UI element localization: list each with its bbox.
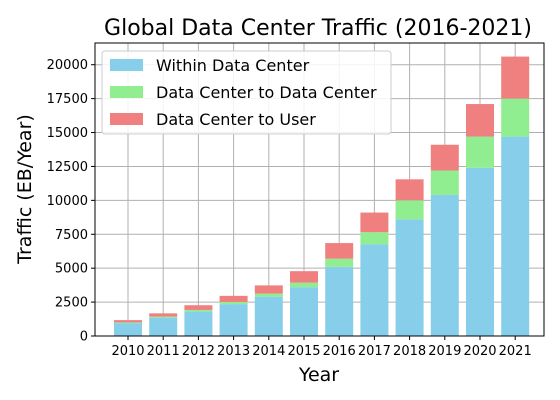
legend-swatch bbox=[110, 86, 143, 98]
x-tick-label: 2013 bbox=[217, 344, 250, 359]
bar-segment-dc-to-user bbox=[114, 320, 142, 323]
bar-segment-dc-to-dc bbox=[325, 258, 354, 267]
x-tick-label: 2011 bbox=[147, 344, 180, 359]
x-tick-label: 2012 bbox=[182, 344, 215, 359]
bar-segment-dc-to-dc bbox=[360, 232, 389, 245]
y-tick-label: 12500 bbox=[47, 160, 88, 175]
bar-segment-dc-to-dc bbox=[466, 136, 494, 168]
bar-segment-dc-to-dc bbox=[114, 322, 142, 324]
bar-segment-dc-to-user bbox=[395, 179, 424, 201]
bar-segment-dc-to-user bbox=[325, 243, 354, 259]
y-tick-label: 5000 bbox=[55, 262, 88, 277]
x-tick-label: 2010 bbox=[111, 344, 144, 359]
y-tick-label: 0 bbox=[80, 330, 88, 345]
chart-title: Global Data Center Traffic (2016-2021) bbox=[104, 16, 532, 41]
legend-frame bbox=[101, 50, 392, 135]
bars bbox=[114, 56, 530, 336]
bar-segment-dc-to-user bbox=[254, 285, 283, 294]
x-tick-label: 2020 bbox=[463, 344, 496, 359]
y-tick-label: 7500 bbox=[55, 228, 88, 243]
legend-label: Data Center to User bbox=[156, 110, 316, 129]
bar-segment-within-dc bbox=[325, 266, 354, 336]
legend-label: Within Data Center bbox=[156, 56, 310, 75]
legend-swatch bbox=[110, 113, 143, 125]
bar-segment-within-dc bbox=[114, 323, 142, 336]
bar-segment-dc-to-user bbox=[290, 271, 318, 283]
bar-segment-within-dc bbox=[360, 244, 389, 336]
bar-segment-dc-to-user bbox=[466, 104, 494, 137]
bar-segment-dc-to-user bbox=[430, 144, 459, 171]
x-tick-label: 2014 bbox=[252, 344, 285, 359]
bar-segment-within-dc bbox=[395, 219, 424, 336]
bar-segment-within-dc bbox=[430, 194, 459, 336]
y-axis-label: Traffic (EB/Year) bbox=[14, 114, 36, 265]
bar-segment-dc-to-user bbox=[149, 313, 178, 317]
y-tick-label: 15000 bbox=[47, 126, 88, 141]
bar-segment-dc-to-dc bbox=[254, 293, 283, 297]
x-axis-ticks: 2010 2011 2012 2013 2014 2015 2016 2017 2018 2019… bbox=[111, 336, 532, 359]
x-tick-label: 2016 bbox=[323, 344, 356, 359]
bar-segment-dc-to-dc bbox=[430, 170, 459, 195]
bar-segment-within-dc bbox=[219, 304, 248, 336]
bar-segment-within-dc bbox=[466, 167, 494, 336]
bar-segment-dc-to-user bbox=[184, 305, 213, 310]
legend-label: Data Center to Data Center bbox=[156, 83, 377, 102]
bar-segment-dc-to-user bbox=[501, 56, 530, 99]
x-tick-label: 2018 bbox=[393, 344, 426, 359]
bar-segment-within-dc bbox=[501, 136, 530, 336]
legend: Within Data Center Data Center to Data Ce… bbox=[101, 50, 392, 135]
x-tick-label: 2019 bbox=[428, 344, 461, 359]
y-tick-label: 10000 bbox=[47, 194, 88, 209]
bar-segment-dc-to-dc bbox=[219, 301, 248, 305]
bar-segment-dc-to-dc bbox=[395, 200, 424, 220]
x-axis-label: Year bbox=[298, 364, 339, 386]
y-axis-ticks: 0 2500 5000 7500 10000 12500 15000 17500 20000 bbox=[47, 58, 95, 345]
legend-swatch bbox=[110, 59, 143, 71]
x-tick-label: 2017 bbox=[358, 344, 391, 359]
bar-segment-within-dc bbox=[149, 317, 178, 336]
bar-segment-dc-to-dc bbox=[501, 98, 530, 137]
bar-segment-dc-to-dc bbox=[184, 309, 213, 312]
bar-segment-within-dc bbox=[254, 296, 283, 336]
bar-segment-dc-to-dc bbox=[149, 316, 178, 318]
x-tick-label: 2021 bbox=[499, 344, 532, 359]
bar-segment-dc-to-dc bbox=[290, 282, 318, 288]
bar-segment-within-dc bbox=[290, 287, 318, 336]
y-tick-label: 2500 bbox=[55, 296, 88, 311]
y-tick-label: 17500 bbox=[47, 92, 88, 107]
bar-segment-within-dc bbox=[184, 311, 213, 336]
bar-segment-dc-to-user bbox=[219, 295, 248, 302]
bar-segment-dc-to-user bbox=[360, 212, 389, 233]
x-tick-label: 2015 bbox=[287, 344, 320, 359]
plot-frame bbox=[94, 42, 545, 337]
y-tick-label: 20000 bbox=[47, 58, 88, 73]
